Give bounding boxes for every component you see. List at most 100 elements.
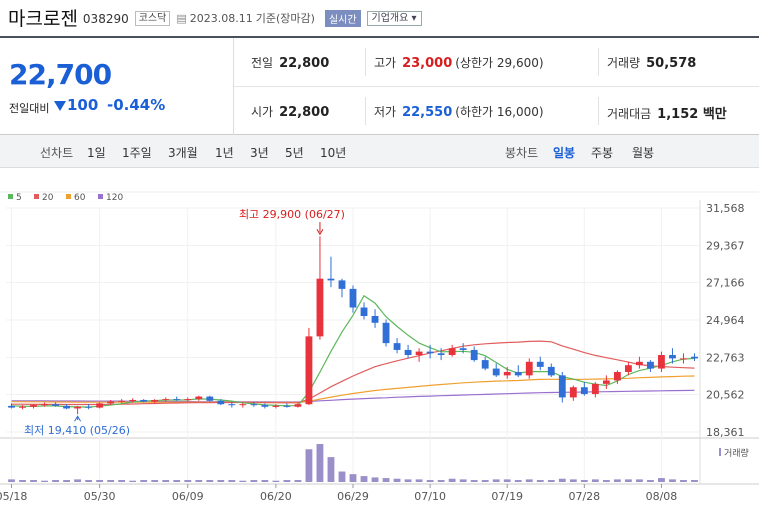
low-price: 저가 22,550 (하한가 16,000) <box>374 103 544 120</box>
candle-body <box>569 387 577 398</box>
candle-body <box>492 368 500 376</box>
candle-body <box>691 356 698 359</box>
candle-weekly[interactable]: 주봉 <box>591 146 614 160</box>
volume-bar <box>74 479 82 482</box>
candle-body <box>393 343 401 350</box>
realtime-button[interactable]: 실시간 <box>324 9 361 27</box>
volume-bar <box>437 480 445 482</box>
candle-body <box>404 349 412 356</box>
volume-bar <box>63 480 71 482</box>
y-tick-label: 22,763 <box>706 351 745 364</box>
price-summary: 22,700 전일대비 100 -0.44% 전일 22,800 고가 23,000… <box>0 36 759 136</box>
volume-value: 50,578 <box>646 56 697 71</box>
volume-bar <box>294 480 302 482</box>
legend-swatch-120 <box>98 194 103 199</box>
volume-bar <box>415 479 423 482</box>
candle-body <box>41 404 48 406</box>
volume-bar <box>217 480 225 482</box>
candle-body <box>680 358 687 360</box>
candle-body <box>547 366 555 376</box>
company-overview-button[interactable]: 기업개요 ▾ <box>366 10 422 26</box>
candle-body <box>140 399 148 402</box>
y-tick-label: 27,166 <box>706 277 745 290</box>
volume-bar <box>536 480 544 482</box>
period-10y[interactable]: 10년 <box>320 146 347 160</box>
candle-body <box>206 396 214 401</box>
candle-body <box>613 371 621 381</box>
volume-bar <box>349 474 357 482</box>
volume-bar <box>206 480 214 482</box>
period-5y[interactable]: 5년 <box>285 146 304 160</box>
change-value: 100 <box>67 96 99 114</box>
volume-bar <box>492 479 500 482</box>
candle-body <box>239 404 247 406</box>
candle-body <box>349 288 357 308</box>
candle-body <box>162 399 170 401</box>
candle-body <box>338 280 346 289</box>
volume-bar <box>591 479 599 482</box>
volume-bar <box>448 478 456 482</box>
legend-swatch-5 <box>8 194 13 199</box>
basis-text: 기준(장마감) <box>255 12 315 25</box>
candle-body <box>536 361 544 367</box>
volume-bar <box>470 480 478 482</box>
upper-limit: (상한가 29,600) <box>455 56 544 70</box>
low-arrow-head <box>74 415 82 422</box>
candle-body <box>173 399 181 401</box>
period-3y[interactable]: 3년 <box>250 146 269 160</box>
volume-bar <box>371 477 379 482</box>
candle-body <box>525 361 533 376</box>
volume-label: 거래량 <box>607 56 641 70</box>
candle-body <box>647 361 654 369</box>
candle-body <box>371 316 379 323</box>
legend-swatch-60 <box>66 194 71 199</box>
volume-bar <box>52 480 59 482</box>
period-1w[interactable]: 1주일 <box>122 146 152 160</box>
legend-label-20: 20 <box>42 193 54 203</box>
candle-daily[interactable]: 일봉 <box>553 146 576 160</box>
prev-close: 전일 22,800 <box>251 54 329 71</box>
low-label: 저가 <box>374 105 397 119</box>
down-arrow-icon <box>54 101 66 111</box>
low-value: 22,550 <box>402 105 453 120</box>
candle-body <box>558 375 566 398</box>
volume-bar <box>283 480 291 482</box>
candle-body <box>184 399 192 401</box>
period-3m[interactable]: 3개월 <box>168 146 198 160</box>
volume-bar <box>316 444 324 482</box>
open-value: 22,800 <box>279 105 330 120</box>
candle-body <box>228 404 236 406</box>
volume-bar <box>305 449 313 482</box>
volume-bar <box>327 457 335 482</box>
candle-monthly[interactable]: 월봉 <box>632 146 655 160</box>
volume-bar <box>635 479 643 482</box>
candle-body <box>448 348 456 356</box>
candle-body <box>107 401 115 404</box>
trade-amount: 거래대금 1,152 백만 <box>607 103 727 122</box>
candle-body <box>459 348 467 350</box>
stock-name: 마크로젠 <box>8 7 78 30</box>
amount-value: 1,152 백만 <box>657 107 727 122</box>
candle-body <box>635 361 643 366</box>
candle-body <box>8 405 15 408</box>
period-1y[interactable]: 1년 <box>215 146 234 160</box>
volume-bar <box>624 479 632 482</box>
high-annotation: 최고 29,900 (06/27) <box>239 208 345 221</box>
candle-body <box>85 406 93 408</box>
candle-chart-label: 봉차트 <box>505 146 539 160</box>
candle-body <box>283 405 291 407</box>
candle-body <box>151 399 159 402</box>
volume-bar <box>525 479 533 482</box>
candle-body <box>415 351 423 356</box>
volume-bar <box>404 479 412 482</box>
period-1d[interactable]: 1일 <box>87 146 106 160</box>
candle-body <box>118 400 126 402</box>
candle-body <box>52 404 59 406</box>
x-tick-label: 07/28 <box>568 490 600 503</box>
volume-bar <box>691 480 698 482</box>
high-arrow-head <box>316 229 324 236</box>
volume-bar <box>514 480 522 482</box>
x-tick-label: 05/30 <box>84 490 116 503</box>
x-tick-label: 06/09 <box>172 490 204 503</box>
candle-body <box>129 399 137 401</box>
